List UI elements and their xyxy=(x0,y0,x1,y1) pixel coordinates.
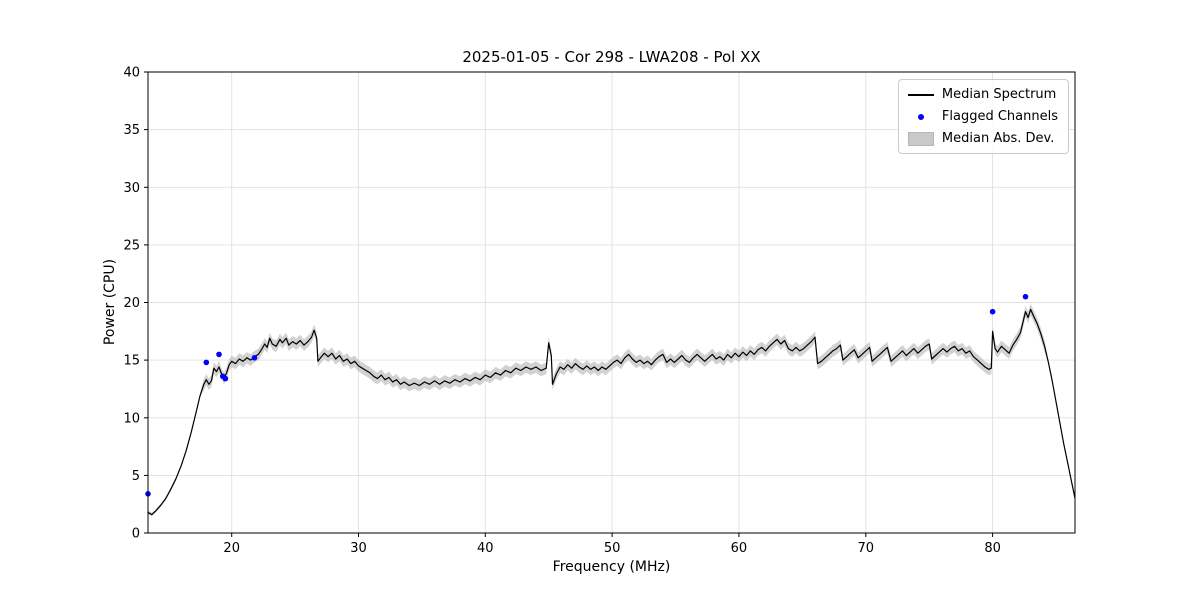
legend-item-flagged-channels: Flagged Channels xyxy=(908,109,1058,124)
legend-item-median-spectrum: Median Spectrum xyxy=(907,87,1058,102)
y-tick-label: 15 xyxy=(123,354,140,369)
legend-label-median-abs-dev: Median Abs. Dev. xyxy=(941,131,1055,146)
mad-band xyxy=(148,303,1075,517)
x-tick-label: 30 xyxy=(350,541,367,556)
y-tick-label: 30 xyxy=(123,181,140,196)
x-axis-label: Frequency (MHz) xyxy=(552,559,671,575)
median-spectrum-line-icon xyxy=(907,88,934,102)
y-tick-label: 20 xyxy=(123,296,140,311)
legend-label-median-spectrum: Median Spectrum xyxy=(941,87,1057,102)
median-abs-dev-patch-icon xyxy=(907,131,934,146)
y-tick-label: 5 xyxy=(132,469,140,484)
chart-title: 2025-01-05 - Cor 298 - LWA208 - Pol XX xyxy=(462,48,761,66)
x-tick-label: 20 xyxy=(223,541,240,556)
flagged-channel-point xyxy=(1022,293,1029,300)
flagged-channel-point xyxy=(989,308,996,315)
legend-label-flagged-channels: Flagged Channels xyxy=(941,109,1058,124)
x-tick-label: 40 xyxy=(477,541,494,556)
y-tick-label: 25 xyxy=(123,238,140,253)
flagged-channel-point xyxy=(222,375,229,382)
x-tick-label: 50 xyxy=(604,541,621,556)
flagged-channel-point xyxy=(251,355,258,361)
x-tick-label: 70 xyxy=(858,541,875,556)
legend-item-median-abs-dev: Median Abs. Dev. xyxy=(907,131,1058,146)
median-spectrum-line xyxy=(147,308,1076,516)
x-tick-label: 80 xyxy=(984,541,1001,556)
flagged-channel-point xyxy=(216,351,222,358)
y-tick-label: 40 xyxy=(123,66,140,81)
flagged-channels-dot-icon xyxy=(908,110,934,124)
y-tick-label: 35 xyxy=(123,123,140,138)
legend: Median Spectrum Flagged Channels Median … xyxy=(897,79,1069,154)
x-tick-label: 60 xyxy=(731,541,748,556)
y-tick-label: 0 xyxy=(132,527,140,542)
axes-border xyxy=(147,71,1076,534)
y-tick-label: 10 xyxy=(123,411,140,426)
y-axis-label: Power (CPU) xyxy=(102,258,118,346)
flagged-channel-point xyxy=(203,359,210,366)
